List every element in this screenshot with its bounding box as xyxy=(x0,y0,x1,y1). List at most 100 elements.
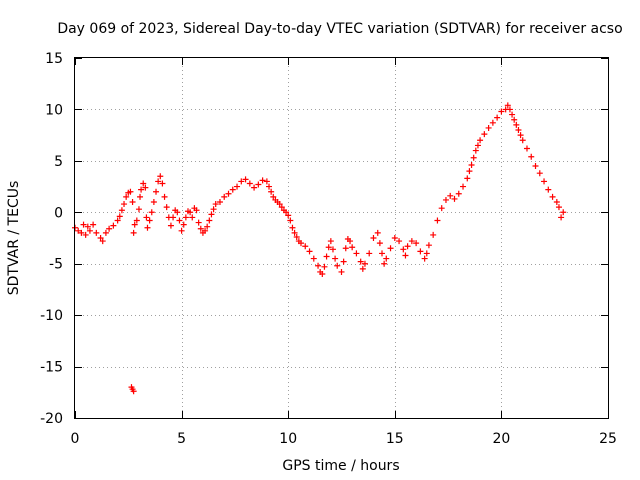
grid-lines xyxy=(75,58,608,418)
data-point xyxy=(466,168,473,175)
x-tick-label: 10 xyxy=(279,431,297,447)
data-point xyxy=(255,181,262,188)
data-point xyxy=(153,188,160,195)
data-point xyxy=(374,229,381,236)
data-point xyxy=(400,246,407,253)
data-point xyxy=(270,193,277,200)
data-point xyxy=(225,190,232,197)
data-point xyxy=(447,192,454,199)
data-point xyxy=(504,102,511,109)
data-point xyxy=(121,201,128,208)
data-point xyxy=(133,217,140,224)
y-tick-label: 0 xyxy=(54,205,63,221)
data-point xyxy=(170,214,177,221)
data-point xyxy=(251,184,258,191)
data-point xyxy=(532,163,539,169)
data-point xyxy=(451,195,458,202)
data-point xyxy=(289,224,296,231)
data-point xyxy=(423,250,430,257)
data-point xyxy=(106,225,113,232)
data-point xyxy=(366,250,373,257)
data-point xyxy=(357,258,364,265)
data-point xyxy=(315,262,322,269)
data-point xyxy=(383,255,390,262)
data-point xyxy=(347,238,354,245)
data-point xyxy=(515,127,522,133)
data-point xyxy=(509,111,516,118)
data-point xyxy=(464,175,471,182)
data-point xyxy=(517,132,524,139)
data-point xyxy=(234,183,241,190)
data-point xyxy=(130,388,137,395)
data-point xyxy=(536,170,543,177)
data-point xyxy=(90,221,97,228)
data-point xyxy=(167,222,174,229)
data-point xyxy=(430,231,437,238)
data-point xyxy=(263,178,270,185)
y-axis-label: SDTVAR / TECUs xyxy=(6,181,22,296)
data-point xyxy=(545,186,552,193)
data-point xyxy=(560,209,567,216)
y-tick-label: 5 xyxy=(54,154,63,170)
x-tick-labels: 0 5 10 15 20 25 xyxy=(71,431,617,447)
data-point xyxy=(174,209,181,216)
x-tick-label: 0 xyxy=(71,431,80,447)
data-point xyxy=(391,235,398,241)
data-point xyxy=(123,193,130,200)
data-point xyxy=(323,253,330,260)
data-point xyxy=(489,119,496,126)
data-point xyxy=(297,240,304,247)
data-point xyxy=(396,238,403,245)
data-point xyxy=(302,243,309,250)
data-point xyxy=(266,183,273,190)
data-points xyxy=(72,102,567,395)
axis-ticks xyxy=(75,58,609,419)
data-point xyxy=(130,229,137,236)
data-point xyxy=(176,217,183,224)
data-point xyxy=(116,213,123,220)
data-point xyxy=(541,178,548,185)
data-point xyxy=(306,248,313,255)
data-point xyxy=(242,176,249,183)
data-point xyxy=(474,142,481,149)
data-point xyxy=(178,227,185,234)
data-point xyxy=(93,229,100,236)
data-point xyxy=(553,199,560,205)
data-point xyxy=(381,260,388,267)
data-point xyxy=(276,201,283,208)
data-point xyxy=(86,227,93,234)
data-point xyxy=(485,124,492,131)
data-point xyxy=(110,222,117,229)
data-point xyxy=(425,242,432,249)
data-point xyxy=(127,188,134,195)
data-point xyxy=(310,255,317,262)
data-point xyxy=(283,209,290,216)
data-point xyxy=(82,231,89,238)
data-point xyxy=(206,217,213,224)
data-point xyxy=(477,137,484,144)
data-point xyxy=(146,217,153,224)
data-point xyxy=(114,217,121,224)
data-point xyxy=(157,173,164,180)
x-tick-label: 20 xyxy=(492,431,510,447)
data-point xyxy=(519,137,526,144)
x-axis-label: GPS time / hours xyxy=(282,458,399,474)
y-tick-label: 10 xyxy=(45,102,63,118)
data-point xyxy=(268,188,275,195)
data-point xyxy=(361,260,368,267)
data-point xyxy=(506,106,513,113)
data-point xyxy=(417,248,424,255)
data-point xyxy=(408,238,415,245)
chart-title: Day 069 of 2023, Sidereal Day-to-day VTE… xyxy=(57,21,622,37)
data-point xyxy=(97,235,104,241)
data-point xyxy=(150,199,157,205)
data-point xyxy=(259,177,266,184)
data-point xyxy=(84,223,91,230)
data-point xyxy=(161,193,168,200)
data-point xyxy=(129,199,136,205)
data-point xyxy=(359,265,366,272)
data-point xyxy=(287,217,294,224)
y-tick-label: -15 xyxy=(40,360,63,376)
data-point xyxy=(216,199,223,205)
data-point xyxy=(528,153,535,160)
